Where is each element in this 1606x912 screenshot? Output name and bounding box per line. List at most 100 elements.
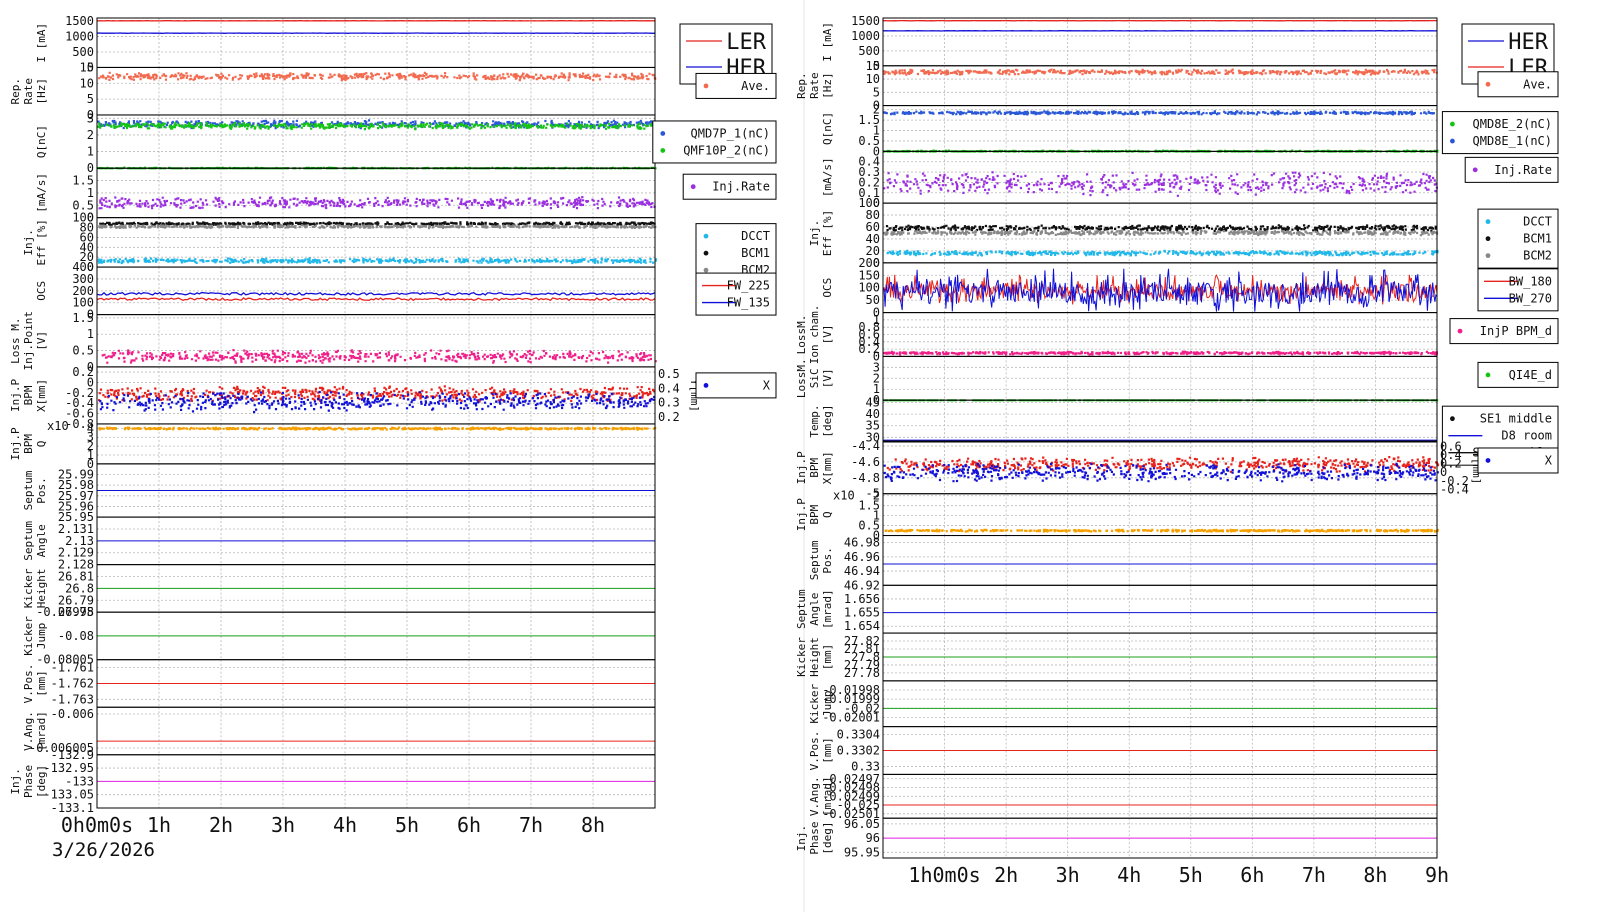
y-axis-label: BPM — [22, 434, 35, 454]
y-axis-label: Q[nC] — [821, 112, 834, 145]
trace-scatter — [884, 528, 1439, 533]
legend-label: BCM1 — [1523, 232, 1552, 246]
x-tick-label: 2h — [209, 813, 233, 837]
y-tick-label: 50 — [866, 293, 880, 307]
legend-inj-rate: Inj.Rate — [682, 173, 777, 200]
y-axis-label: [mm] — [821, 737, 834, 764]
y-axis-label: Inj.Point — [22, 311, 35, 371]
trace-scatter — [883, 462, 1439, 483]
trace-scatter — [97, 121, 657, 131]
y-tick-label: 0 — [873, 59, 880, 73]
y-tick-label: 27.81 — [844, 642, 880, 656]
y-axis-label: LossM. — [795, 358, 808, 398]
y-axis-label: OCS — [35, 281, 48, 301]
y-tick-label: -5 — [866, 487, 880, 501]
y-tick-label: 96.05 — [844, 817, 880, 831]
legend-box — [1477, 71, 1559, 98]
legend-inj-eff: DCCT BCM1 BCM2 — [1477, 208, 1559, 269]
trace-line — [882, 273, 1438, 305]
panel-inj-bpm-x: -5-4.8-4.6-4.4-0.4-0.200.20.40.6Y[mm]Inj… — [795, 439, 1559, 501]
trace-scatter — [883, 350, 1438, 356]
y-axis-label: Q[nC] — [35, 125, 48, 158]
y-axis-label: Height — [808, 637, 821, 677]
y-tick-label: 2.131 — [58, 522, 94, 536]
x-tick-label: 0h0m0s — [61, 813, 133, 837]
x-tick-label: 5h — [395, 813, 419, 837]
y-tick-label: 200 — [858, 256, 880, 270]
series-qmf10p-2-nc- — [97, 121, 657, 131]
y-axis-label: [Hz] — [35, 78, 48, 105]
y-tick-label: 27.78 — [844, 666, 880, 680]
y-tick-label: 1 — [873, 124, 880, 138]
y-axis-label: OCS — [821, 278, 834, 298]
y-tick-label: 1 — [873, 313, 880, 327]
legend-box — [695, 272, 777, 316]
y-axis-label: [mA/s] — [35, 173, 48, 213]
y-axis-label: Septum — [22, 470, 35, 510]
y-axis-label: [mrad] — [821, 589, 834, 629]
y-axis-label: Rep. — [795, 72, 808, 99]
y-axis-label: [mm] — [35, 670, 48, 697]
x-axis: 0h0m0s 1h 2h 3h 4h 5h 6h 7h 8h 3/26/2026 — [52, 813, 605, 861]
series-dcct — [97, 257, 658, 265]
y-tick-label: 10 — [866, 72, 880, 86]
y-tick-label: -0.08005 — [36, 653, 94, 667]
y-axis-label: Septum — [22, 521, 35, 561]
y-tick-label: 26.81 — [58, 570, 94, 584]
y-tick-label: 45 — [866, 396, 880, 410]
legend-ocs: FW_225 FW_135 — [695, 272, 777, 316]
y-axis-label: Kicker — [22, 568, 35, 608]
y2-tick-label: 0.6 — [1440, 439, 1462, 453]
y-axis-label: Inj.P — [795, 498, 808, 531]
y-tick-label: 1.5 — [72, 174, 94, 188]
y-tick-label: -0.02498 — [822, 781, 880, 795]
y-tick-label: 46.92 — [844, 578, 880, 592]
y-axis-label: Rate — [22, 78, 35, 105]
legend-marker — [1485, 458, 1491, 463]
y-axis-label: [deg] — [35, 765, 48, 798]
y-axis-label: [mrad] — [821, 776, 834, 816]
x-tick-label: 5h — [1179, 863, 1203, 887]
y-tick-label: 80 — [80, 221, 94, 235]
panel-rep-rate: 0 5 10 15 Rep. Rate [Hz] Ave. — [9, 60, 777, 122]
y-tick-label: 0 — [873, 349, 880, 363]
series-inj-rate — [98, 196, 656, 210]
y-axis-label: [V] — [821, 325, 834, 345]
y-tick-label: 96 — [866, 831, 880, 845]
trace-scatter — [98, 426, 657, 431]
trace-scatter — [883, 68, 1438, 76]
trace-scatter — [883, 229, 1439, 237]
y-tick-label: 1 — [87, 448, 94, 462]
y-axis-label: Jump — [35, 623, 48, 650]
y-tick-label: 500 — [858, 44, 880, 58]
y-tick-label: 0.5 — [72, 344, 94, 358]
y-tick-label: 35 — [866, 419, 880, 433]
y-axis-label: Septum — [795, 589, 808, 629]
y-axis-label: Eff [%] — [821, 210, 834, 256]
trace-line — [96, 291, 656, 296]
y-axis-label: Inj. — [9, 768, 22, 795]
y-tick-label: 0 — [87, 375, 94, 389]
y-axis-label: Phase — [808, 822, 821, 855]
y-axis-label: I [mA] — [35, 23, 48, 63]
y-axis-label: BPM — [22, 385, 35, 405]
series-bw-270 — [882, 268, 1438, 312]
y2-tick-label: -0.4 — [1440, 482, 1469, 496]
legend-box — [682, 173, 777, 200]
y-tick-label: 2 — [873, 103, 880, 117]
legend-marker — [1457, 328, 1463, 334]
trace-scatter — [99, 390, 656, 414]
legend-box — [695, 372, 777, 399]
y-axis-label: BPM — [808, 458, 821, 478]
y-axis-label: Ion cham. — [808, 305, 821, 365]
y-tick-label: 100 — [72, 211, 94, 225]
series-x — [99, 390, 656, 414]
panel-v-pos: 0.330.3302 0.3304 V.Pos. [mm] — [808, 726, 1438, 775]
trace-scatter — [885, 224, 1437, 233]
y-tick-label: -0.02499 — [822, 789, 880, 803]
series-qmd8e-1-nc- — [883, 110, 1435, 116]
legend-rep-rate: Ave. — [695, 72, 777, 99]
trace-scatter — [883, 171, 1438, 197]
